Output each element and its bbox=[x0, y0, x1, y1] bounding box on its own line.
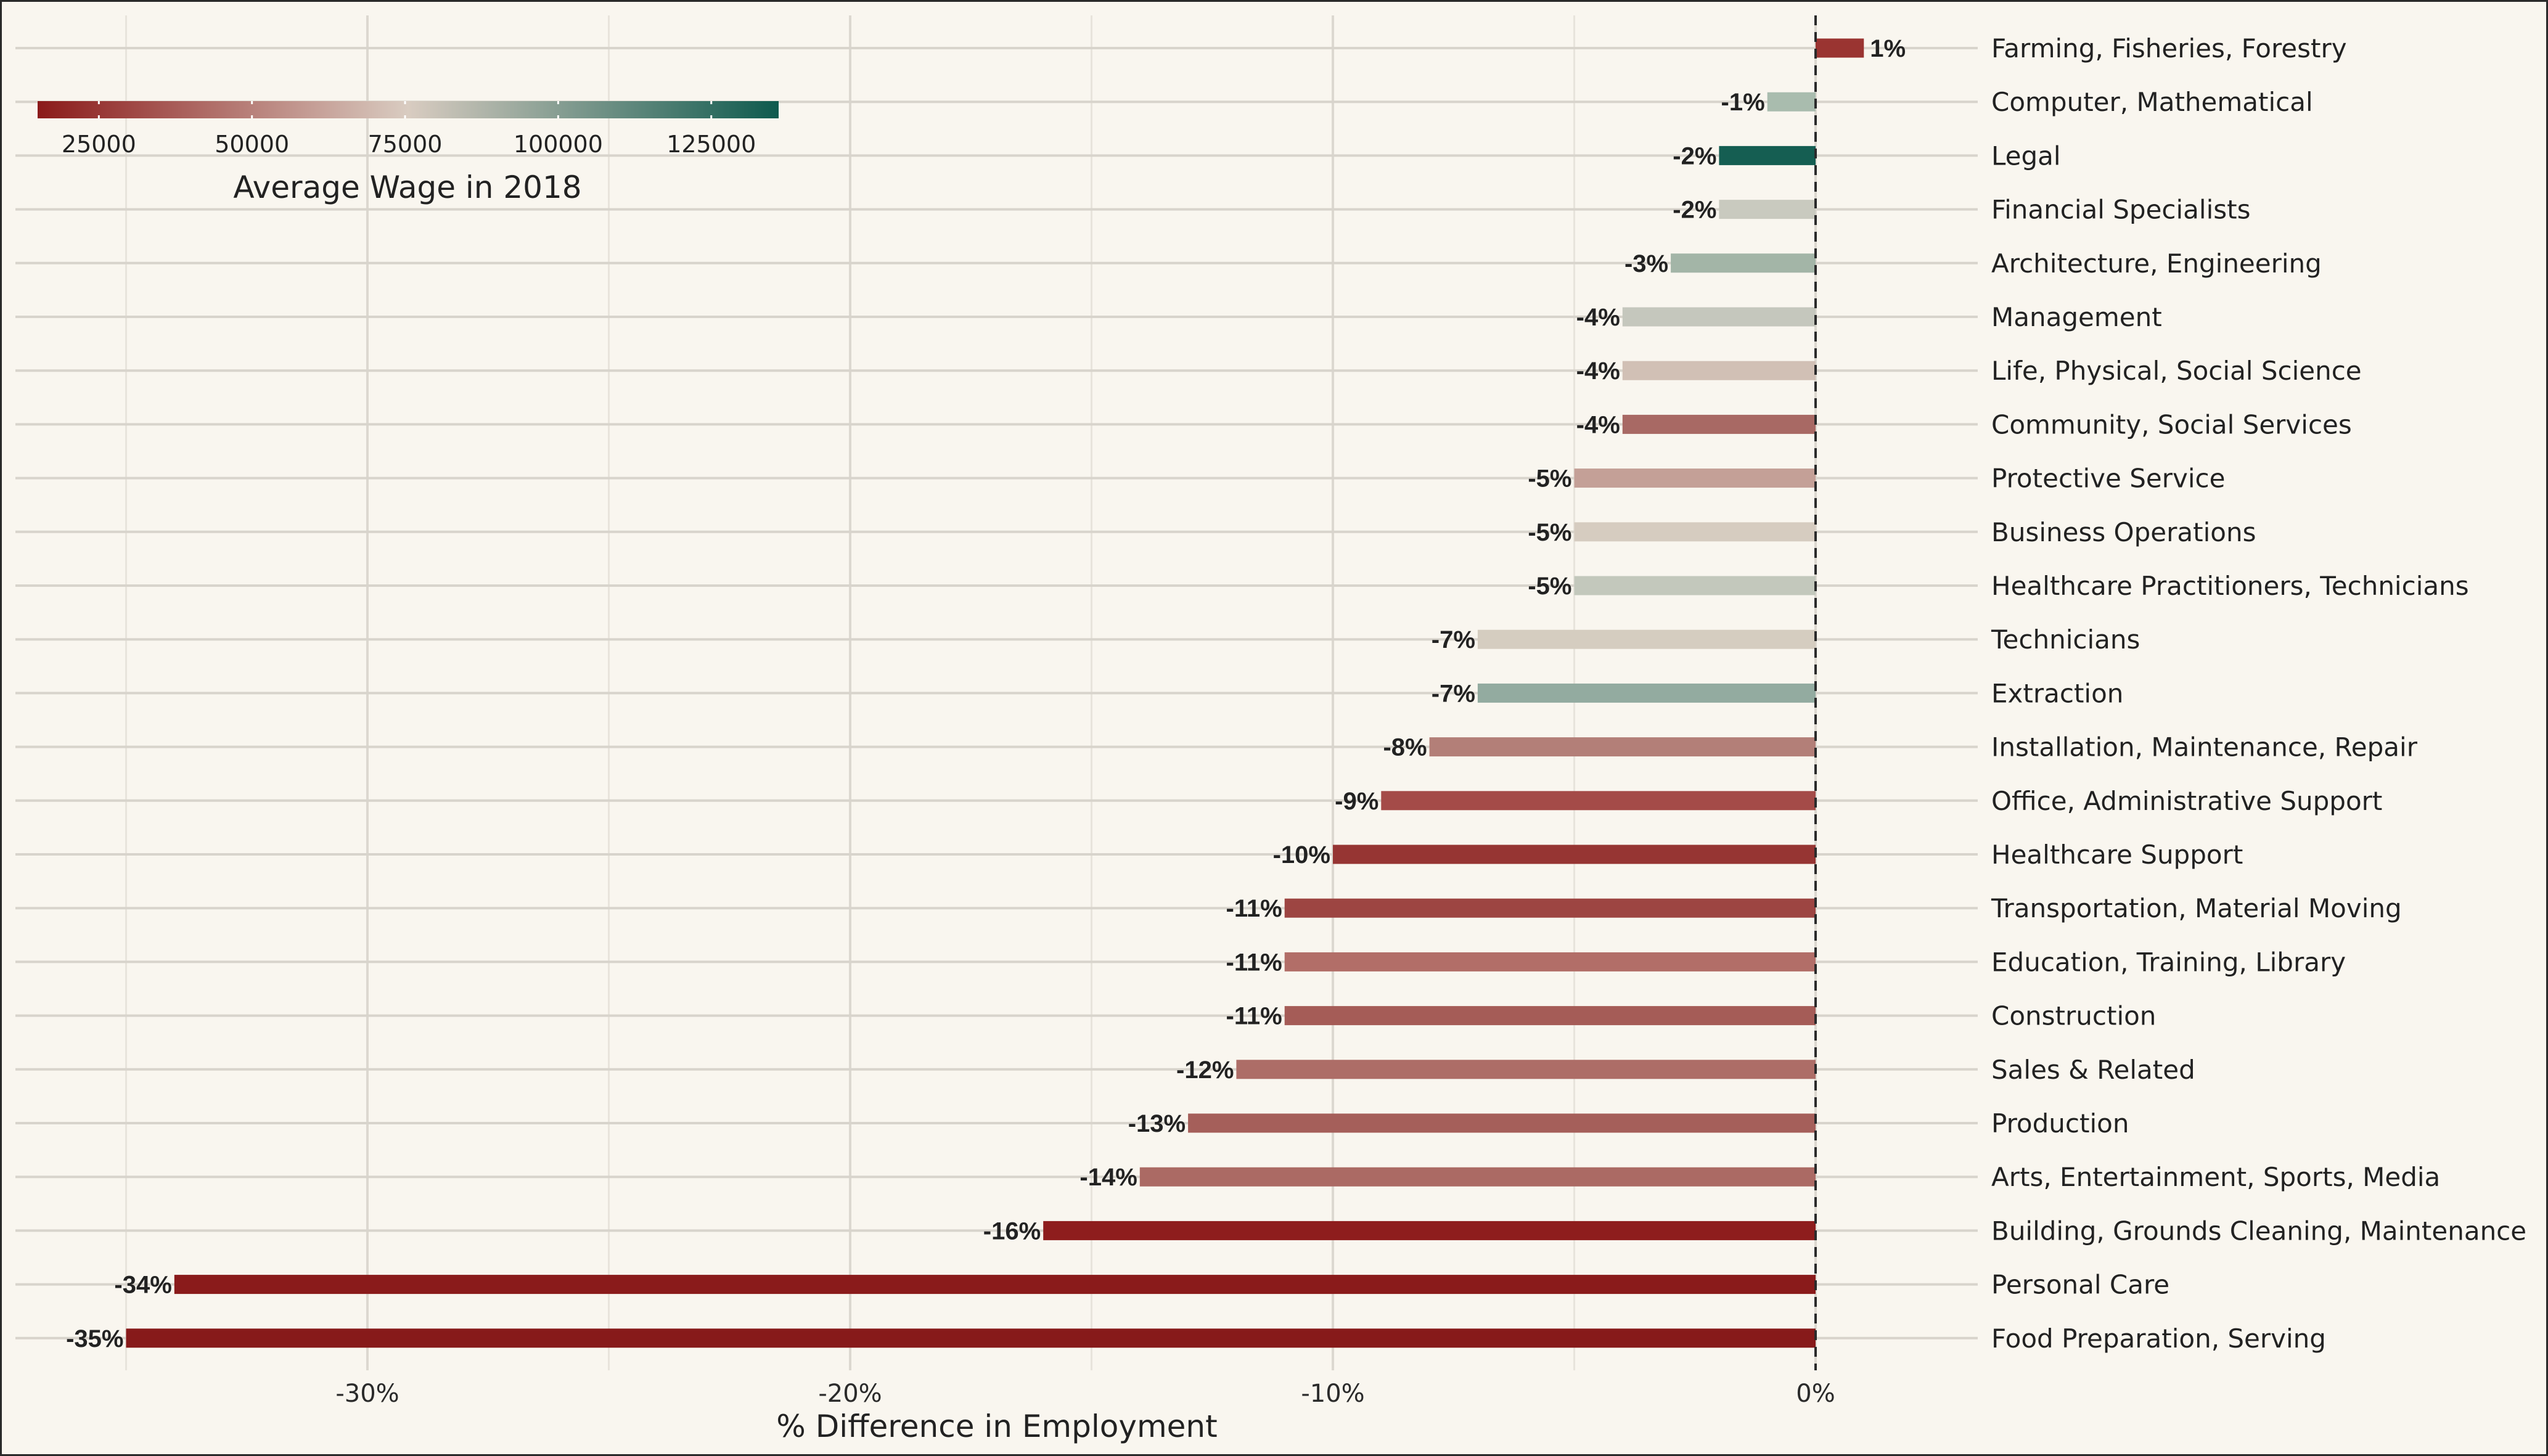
bar bbox=[1574, 522, 1816, 542]
bar bbox=[1043, 1221, 1816, 1240]
category-label: Life, Physical, Social Science bbox=[1991, 356, 2362, 386]
value-label: -11% bbox=[1226, 895, 1282, 922]
bar bbox=[174, 1275, 1816, 1294]
category-label: Arts, Entertainment, Sports, Media bbox=[1991, 1162, 2440, 1192]
bar bbox=[1284, 898, 1816, 918]
category-label: Office, Administrative Support bbox=[1991, 786, 2382, 816]
bar bbox=[1381, 791, 1816, 811]
category-label: Installation, Maintenance, Repair bbox=[1991, 732, 2418, 763]
bar bbox=[1284, 1006, 1816, 1026]
bar bbox=[1671, 253, 1816, 273]
value-label: -2% bbox=[1673, 197, 1716, 224]
category-label: Production bbox=[1991, 1108, 2129, 1139]
value-label: -11% bbox=[1226, 949, 1282, 976]
x-tick-label: -30% bbox=[335, 1380, 399, 1408]
value-label: -5% bbox=[1528, 519, 1571, 546]
bars bbox=[126, 15, 1864, 1370]
bar bbox=[126, 1328, 1816, 1348]
value-label: -9% bbox=[1335, 788, 1378, 815]
bar bbox=[1622, 361, 1816, 380]
value-label: -13% bbox=[1128, 1110, 1186, 1137]
category-label: Extraction bbox=[1991, 678, 2123, 708]
value-label: -12% bbox=[1176, 1057, 1234, 1084]
category-label: Community, Social Services bbox=[1991, 409, 2352, 440]
category-label: Protective Service bbox=[1991, 464, 2225, 494]
value-label: -35% bbox=[66, 1325, 123, 1352]
legend-tick-label: 125000 bbox=[666, 131, 756, 158]
legend-colorbar bbox=[38, 101, 779, 118]
value-label: -5% bbox=[1528, 573, 1571, 600]
x-tick-label: -10% bbox=[1301, 1380, 1364, 1408]
category-label: Food Preparation, Serving bbox=[1991, 1323, 2326, 1354]
bar bbox=[1574, 576, 1816, 595]
category-label: Legal bbox=[1991, 141, 2061, 171]
category-label: Financial Specialists bbox=[1991, 195, 2251, 225]
legend-tick-label: 50000 bbox=[215, 131, 289, 158]
x-axis-title: % Difference in Employment bbox=[776, 1409, 1217, 1444]
value-label: -1% bbox=[1721, 89, 1765, 116]
value-label: -7% bbox=[1432, 680, 1475, 707]
value-label: -2% bbox=[1673, 142, 1716, 170]
category-label: Personal Care bbox=[1991, 1270, 2169, 1300]
legend-tick-label: 100000 bbox=[514, 131, 603, 158]
category-label: Sales & Related bbox=[1991, 1055, 2195, 1085]
bar bbox=[1767, 92, 1816, 112]
bar bbox=[1477, 683, 1816, 703]
bar bbox=[1188, 1113, 1816, 1133]
value-label: -8% bbox=[1383, 734, 1427, 761]
bar bbox=[1284, 952, 1816, 971]
value-label: -4% bbox=[1576, 411, 1620, 438]
legend: 25000 50000 75000 100000 125000 Average Wage … bbox=[38, 101, 779, 205]
bar bbox=[1574, 468, 1816, 488]
bar bbox=[1236, 1060, 1816, 1079]
value-label: -7% bbox=[1432, 626, 1475, 653]
bar bbox=[1333, 845, 1816, 864]
value-label: -34% bbox=[114, 1272, 171, 1299]
value-label: 1% bbox=[1870, 35, 1906, 62]
value-label: -14% bbox=[1079, 1164, 1137, 1191]
x-tick-label: -20% bbox=[818, 1380, 882, 1408]
category-label: Business Operations bbox=[1991, 517, 2256, 547]
category-label: Computer, Mathematical bbox=[1991, 87, 2313, 117]
bar bbox=[1139, 1167, 1816, 1187]
value-label: -11% bbox=[1226, 1003, 1282, 1030]
value-label: -3% bbox=[1624, 250, 1668, 277]
bar bbox=[1719, 145, 1816, 165]
category-label: Technicians bbox=[1991, 624, 2140, 655]
category-label: Healthcare Support bbox=[1991, 840, 2243, 870]
category-label: Management bbox=[1991, 302, 2162, 332]
bar bbox=[1477, 629, 1816, 649]
category-label: Farming, Fisheries, Forestry bbox=[1991, 33, 2347, 63]
category-label: Transportation, Material Moving bbox=[1991, 893, 2402, 923]
value-label: -10% bbox=[1273, 841, 1330, 869]
category-label: Architecture, Engineering bbox=[1991, 248, 2322, 279]
value-label: -4% bbox=[1576, 304, 1620, 331]
bar bbox=[1429, 737, 1816, 757]
legend-title: Average Wage in 2018 bbox=[233, 170, 581, 205]
category-label: Construction bbox=[1991, 1001, 2156, 1031]
value-label: -16% bbox=[983, 1217, 1041, 1245]
value-label: -5% bbox=[1528, 465, 1571, 493]
bar bbox=[1622, 414, 1816, 434]
bar bbox=[1622, 307, 1816, 327]
x-tick-label: 0% bbox=[1796, 1380, 1835, 1408]
category-label: Education, Training, Library bbox=[1991, 947, 2346, 977]
bar bbox=[1719, 200, 1816, 219]
bar bbox=[1816, 38, 1864, 58]
labels: 1% Farming, Fisheries, Forestry -1% Compute… bbox=[66, 33, 2526, 1444]
category-label: Building, Grounds Cleaning, Maintenance bbox=[1991, 1216, 2526, 1246]
legend-tick-label: 25000 bbox=[62, 131, 136, 158]
category-label: Healthcare Practitioners, Technicians bbox=[1991, 571, 2469, 601]
value-label: -4% bbox=[1576, 358, 1620, 385]
legend-tick-label: 75000 bbox=[368, 131, 443, 158]
